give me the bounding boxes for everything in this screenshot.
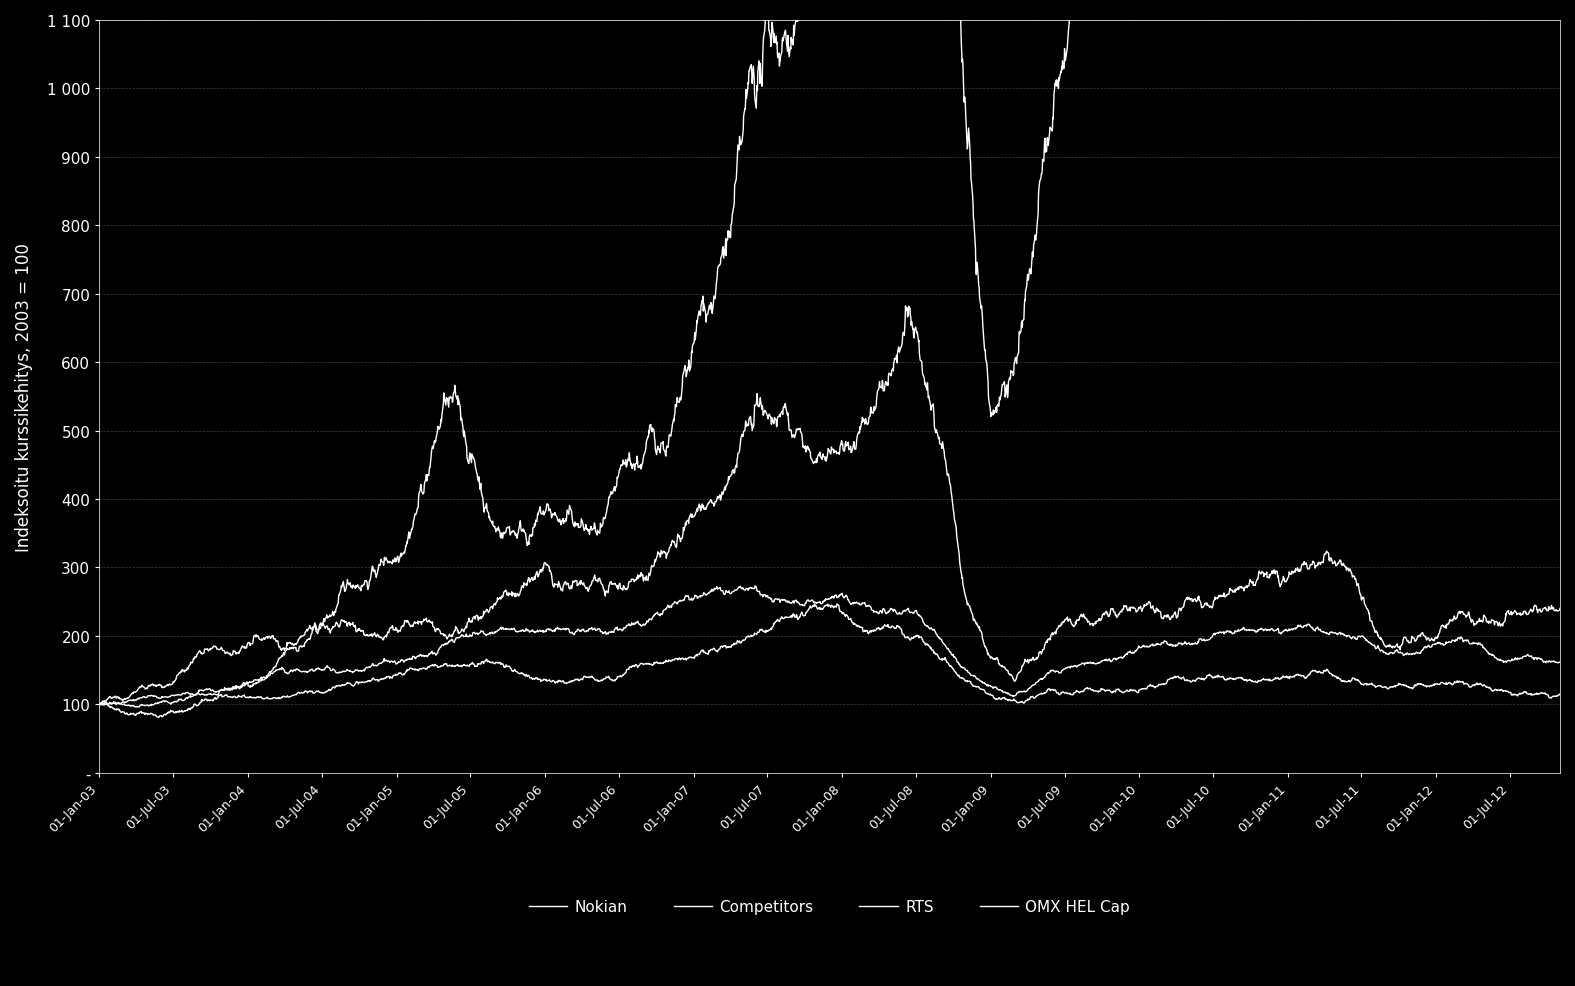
Line: Competitors: Competitors <box>99 604 1559 707</box>
Line: RTS: RTS <box>99 307 1559 705</box>
Line: OMX HEL Cap: OMX HEL Cap <box>99 587 1559 705</box>
Line: Nokian: Nokian <box>99 0 1559 718</box>
Legend: Nokian, Competitors, RTS, OMX HEL Cap: Nokian, Competitors, RTS, OMX HEL Cap <box>523 893 1136 921</box>
Y-axis label: Indeksoitu kurssikehitys, 2003 = 100: Indeksoitu kurssikehitys, 2003 = 100 <box>16 243 33 551</box>
